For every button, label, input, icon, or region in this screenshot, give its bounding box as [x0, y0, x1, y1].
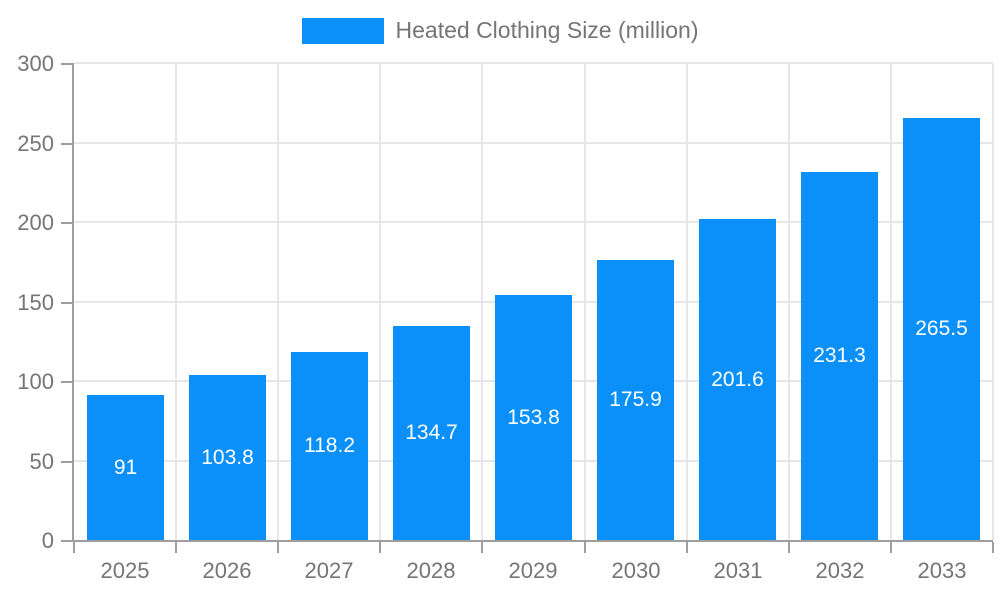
gridline-horizontal: [74, 142, 993, 144]
x-tick-label: 2026: [202, 558, 252, 583]
y-tick-label: 0: [41, 528, 54, 553]
y-tick-label: 300: [17, 51, 54, 76]
bar-2025[interactable]: [87, 395, 164, 540]
gridline-horizontal: [74, 221, 993, 223]
gridline-horizontal: [74, 62, 993, 64]
bar-2026[interactable]: [189, 375, 266, 540]
y-axis-tick: [61, 381, 72, 383]
x-tick-label: 2025: [100, 558, 150, 583]
x-tick-label: 2029: [508, 558, 558, 583]
x-axis-tick: [686, 542, 688, 553]
x-tick-label: 2033: [917, 558, 967, 583]
x-axis-line: [72, 540, 993, 542]
gridline-vertical: [481, 63, 483, 540]
y-axis-line: [72, 63, 74, 540]
legend[interactable]: Heated Clothing Size (million): [0, 17, 1000, 44]
x-axis-tick: [481, 542, 483, 553]
gridline-vertical: [788, 63, 790, 540]
x-tick-label: 2031: [713, 558, 763, 583]
gridline-vertical: [277, 63, 279, 540]
bar-2030[interactable]: [597, 260, 674, 540]
x-tick-label: 2027: [304, 558, 354, 583]
bar-2027[interactable]: [291, 352, 368, 540]
y-tick-label: 250: [17, 131, 54, 156]
bar-2032[interactable]: [801, 172, 878, 540]
x-axis-tick: [379, 542, 381, 553]
y-tick-label: 100: [17, 369, 54, 394]
legend-swatch-icon: [301, 17, 384, 44]
x-axis-tick: [890, 542, 892, 553]
y-axis-tick: [61, 461, 72, 463]
y-tick-label: 50: [29, 449, 54, 474]
y-tick-label: 200: [17, 210, 54, 235]
gridline-vertical: [175, 63, 177, 540]
x-axis-tick: [992, 542, 994, 553]
bar-2031[interactable]: [699, 219, 776, 540]
y-axis-tick: [61, 302, 72, 304]
y-axis-tick: [61, 540, 72, 542]
bar-2028[interactable]: [393, 326, 470, 540]
x-axis-tick: [73, 542, 75, 553]
x-axis-tick: [175, 542, 177, 553]
x-axis-tick: [277, 542, 279, 553]
x-axis-tick: [788, 542, 790, 553]
x-axis-tick: [584, 542, 586, 553]
gridline-vertical: [584, 63, 586, 540]
y-axis-tick: [61, 222, 72, 224]
gridline-vertical: [992, 63, 994, 540]
x-tick-label: 2032: [815, 558, 865, 583]
gridline-vertical: [379, 63, 381, 540]
y-axis-tick: [61, 63, 72, 65]
gridline-vertical: [890, 63, 892, 540]
y-axis-tick: [61, 143, 72, 145]
x-tick-label: 2028: [406, 558, 456, 583]
y-tick-label: 150: [17, 290, 54, 315]
bar-2029[interactable]: [495, 295, 572, 540]
x-tick-label: 2030: [611, 558, 661, 583]
legend-label: Heated Clothing Size (million): [395, 17, 699, 43]
bar-2033[interactable]: [903, 118, 980, 540]
gridline-vertical: [686, 63, 688, 540]
